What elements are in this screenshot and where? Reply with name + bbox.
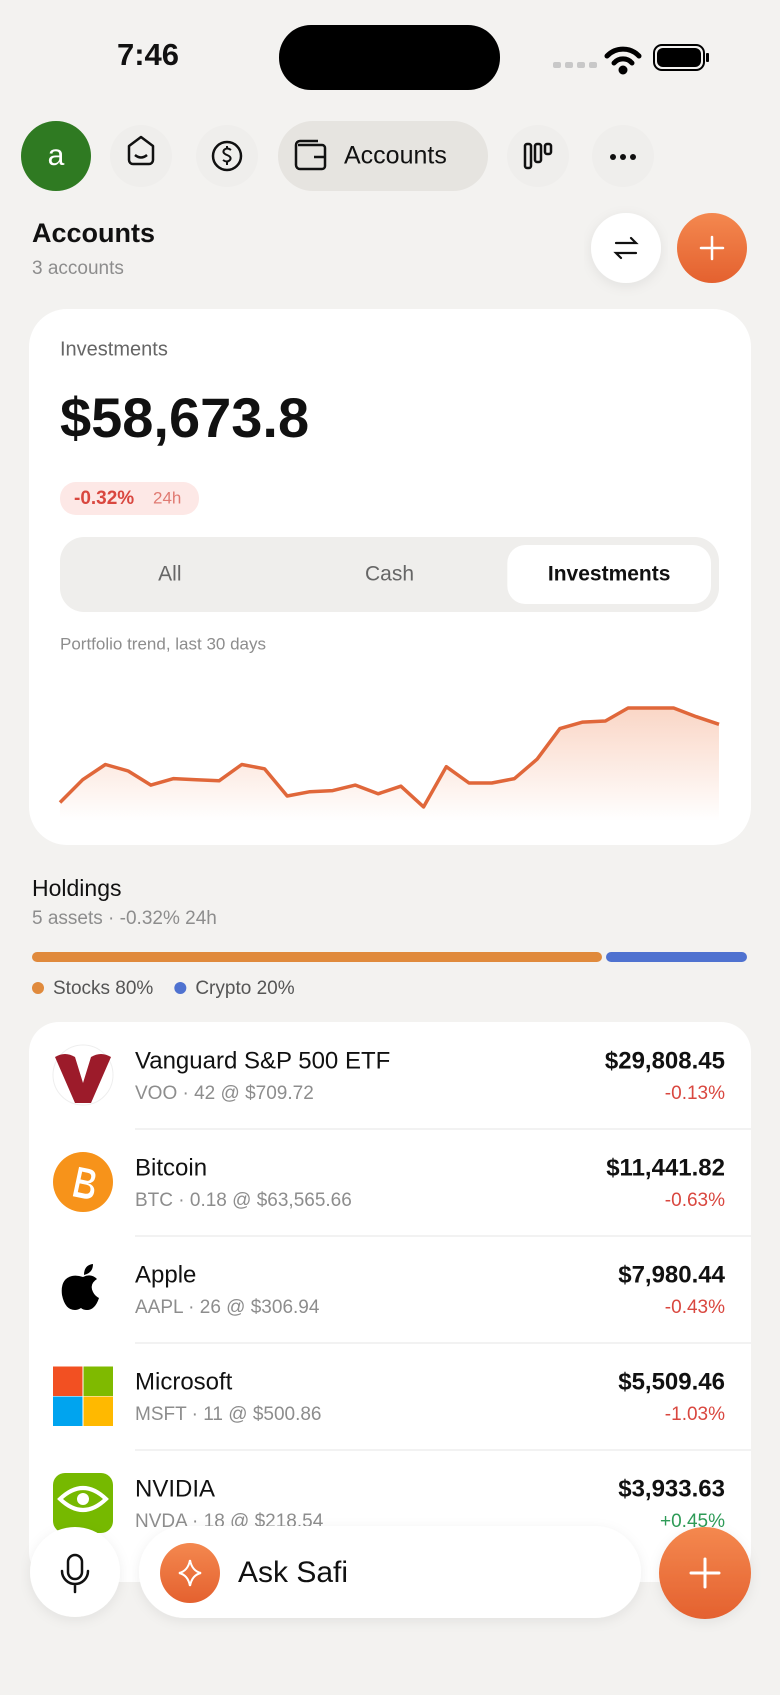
fab-plus [689, 1557, 721, 1589]
home-icon [127, 135, 155, 166]
asset-change: +0.45% [660, 1511, 725, 1532]
sparkle [178, 1559, 202, 1587]
signal [553, 62, 597, 68]
asset-name: Apple [135, 1261, 196, 1288]
logo-mark [55, 1054, 111, 1103]
charts-button[interactable] [507, 125, 569, 187]
asset-detail: MSFT · 11 @ $500.86 [135, 1404, 322, 1425]
asset-detail: VOO · 42 @ $709.72 [135, 1083, 314, 1104]
logo-mark [72, 1166, 96, 1199]
logo-eye [77, 1493, 89, 1505]
dynamic-island [279, 25, 500, 90]
clock: 7:46 [117, 37, 179, 72]
legend-label: Stocks 80% [53, 978, 153, 999]
legend-dot [32, 982, 44, 994]
assistant-input[interactable] [139, 1526, 641, 1618]
holdings-subtitle: 5 assets · -0.32% 24h [32, 908, 217, 929]
wallet-icon [294, 139, 327, 171]
avatar-letter: a [48, 139, 65, 172]
money-icon [211, 140, 243, 172]
more-icon [610, 154, 636, 160]
legend-label: Crypto 20% [195, 978, 294, 999]
asset-change: -0.43% [665, 1297, 725, 1318]
page-title: Accounts [32, 218, 155, 248]
asset-change: -1.03% [665, 1404, 725, 1425]
accounts-tab[interactable] [278, 121, 488, 191]
tab-label: Accounts [344, 142, 447, 170]
asset-name: NVIDIA [135, 1475, 215, 1502]
trend-line [58, 706, 720, 809]
asset-row[interactable]: Vanguard S&P 500 ETF VOO · 42 @ $709.72 $2… [52, 1044, 725, 1106]
asset-value: $7,980.44 [618, 1261, 725, 1288]
assistant-placeholder: Ask Safi [238, 1556, 348, 1589]
mic-button[interactable] [30, 1527, 120, 1617]
asset-name: Vanguard S&P 500 ETF [135, 1047, 390, 1074]
total-value: $58,673.8 [60, 386, 309, 449]
assistant-icon [160, 1543, 220, 1603]
asset-change: -0.63% [665, 1190, 725, 1211]
logo-tile [83, 1366, 113, 1396]
logo-tile [53, 1396, 83, 1426]
asset-row[interactable]: Apple AAPL · 26 @ $306.94 $7,980.44 -0.43% [61, 1235, 751, 1318]
transfer-button[interactable] [591, 213, 661, 283]
asset-value: $3,933.63 [618, 1475, 725, 1502]
asset-detail: BTC · 0.18 @ $63,565.66 [135, 1190, 352, 1211]
allocation-bar [32, 952, 602, 962]
logo-tile [53, 1366, 83, 1396]
asset-change: -0.13% [665, 1083, 725, 1104]
transfer-icon [613, 236, 639, 260]
money-symbol [222, 146, 232, 165]
change-badge [60, 482, 199, 515]
page-subtitle: 3 accounts [32, 258, 124, 279]
logo-mark [57, 1486, 109, 1512]
asset-row[interactable]: Microsoft MSFT · 11 @ $500.86 $5,509.46 -1.… [53, 1342, 751, 1426]
change-percent: -0.32% [74, 488, 134, 509]
allocation-bar [606, 952, 747, 962]
segment-label[interactable]: All [158, 563, 181, 586]
segment-label[interactable]: Investments [548, 563, 671, 586]
wifi [604, 46, 642, 75]
asset-value: $29,808.45 [605, 1047, 725, 1074]
plus-icon [699, 235, 725, 261]
trend-label: Portfolio trend, last 30 days [60, 634, 266, 653]
card-label: Investments [60, 338, 168, 360]
asset-detail: AAPL · 26 @ $306.94 [135, 1297, 320, 1318]
holdings-title: Holdings [32, 875, 122, 901]
mic-icon [60, 1553, 90, 1594]
asset-row[interactable]: Bitcoin BTC · 0.18 @ $63,565.66 $11,441.82… [53, 1128, 751, 1212]
asset-name: Microsoft [135, 1368, 233, 1395]
charts-icon [523, 142, 553, 170]
segment-label[interactable]: Cash [365, 563, 414, 586]
change-period: 24h [153, 488, 181, 507]
avatar[interactable] [21, 121, 91, 191]
legend-dot [174, 982, 187, 994]
holdings-card [29, 1022, 751, 1582]
asset-name: Bitcoin [135, 1154, 207, 1181]
home-button[interactable] [110, 125, 172, 187]
logo-tile [83, 1396, 113, 1426]
asset-value: $11,441.82 [606, 1154, 725, 1181]
battery [653, 44, 709, 71]
logo-mark [61, 1264, 99, 1310]
segment-selected[interactable] [507, 545, 711, 604]
asset-value: $5,509.46 [618, 1368, 725, 1395]
